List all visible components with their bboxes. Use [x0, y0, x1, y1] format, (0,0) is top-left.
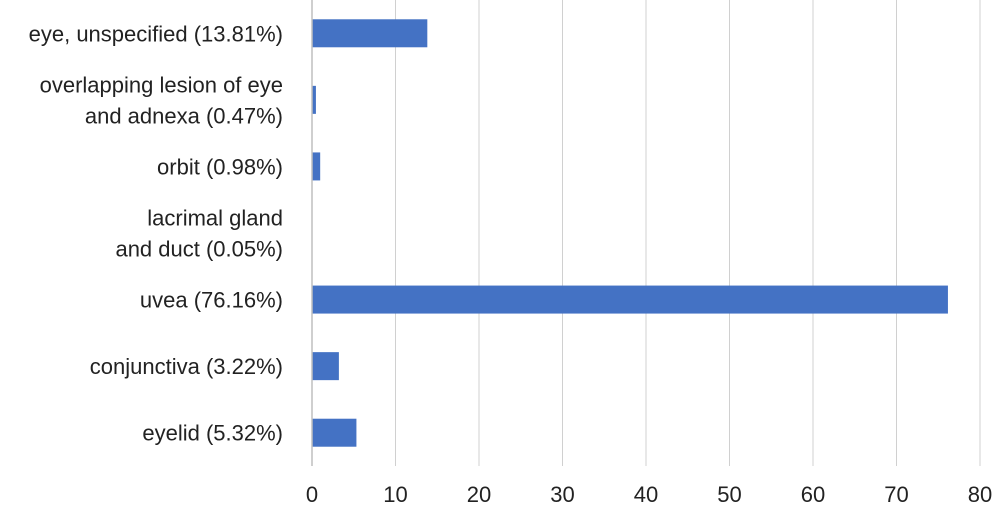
- bar-4: [312, 285, 948, 314]
- category-label-1-line-1: and adnexa (0.47%): [85, 103, 283, 128]
- category-label-6: eyelid (5.32%): [142, 421, 283, 446]
- category-label-5: conjunctiva (3.22%): [90, 354, 283, 379]
- category-label-1-line-0: overlapping lesion of eye: [40, 72, 283, 97]
- x-tick-label-70: 70: [884, 482, 908, 507]
- x-tick-label-50: 50: [717, 482, 741, 507]
- x-tick-label-80: 80: [968, 482, 992, 507]
- x-tick-label-20: 20: [467, 482, 491, 507]
- x-tick-labels: 0 10 20 30 40 50 60 70 80: [306, 482, 992, 507]
- bar-1: [312, 85, 316, 114]
- bar-6: [312, 418, 357, 447]
- bar-2: [312, 152, 321, 181]
- bar-0: [312, 19, 428, 48]
- x-tick-label-10: 10: [383, 482, 407, 507]
- x-tick-label-30: 30: [550, 482, 574, 507]
- x-tick-label-0: 0: [306, 482, 318, 507]
- category-label-3-line-1: and duct (0.05%): [115, 237, 283, 262]
- category-label-2: orbit (0.98%): [157, 154, 283, 179]
- category-label-4: uvea (76.16%): [140, 288, 283, 313]
- x-tick-label-60: 60: [801, 482, 825, 507]
- category-labels: eye, unspecified (13.81%) overlapping les…: [29, 21, 283, 445]
- gridlines: [395, 0, 981, 466]
- bar-5: [312, 352, 339, 381]
- x-tick-label-40: 40: [634, 482, 658, 507]
- category-label-3-line-0: lacrimal gland: [147, 206, 283, 231]
- category-label-0: eye, unspecified (13.81%): [29, 21, 283, 46]
- bars: [312, 19, 948, 447]
